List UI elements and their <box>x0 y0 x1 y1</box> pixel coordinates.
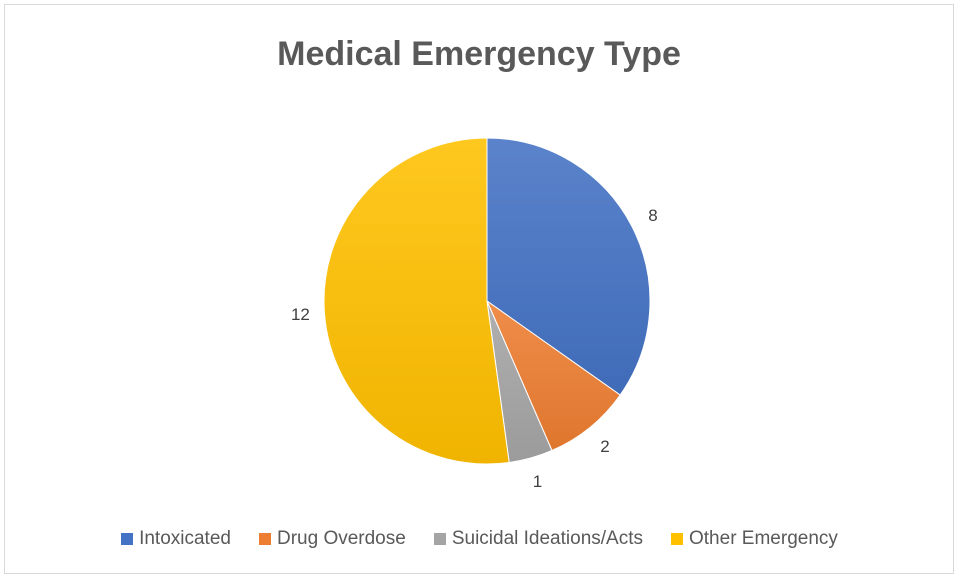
chart-title: Medical Emergency Type <box>277 35 681 73</box>
data-label-intoxicated: 8 <box>648 206 657 225</box>
legend-label-other-emergency: Other Emergency <box>689 528 838 549</box>
legend-item-suicidal-ideations: Suicidal Ideations/Acts <box>433 528 643 550</box>
pie-slice-other-emergency <box>323 137 510 465</box>
legend-swatch-intoxicated <box>121 533 134 545</box>
legend-label-suicidal-ideations: Suicidal Ideations/Acts <box>451 528 643 549</box>
legend: Intoxicated Drug Overdose Suicidal Ideat… <box>0 528 959 550</box>
data-label-suicidal-ideations-acts: 1 <box>533 472 542 491</box>
data-label-other-emergency: 12 <box>291 305 310 324</box>
legend-item-drug-overdose: Drug Overdose <box>258 528 406 550</box>
legend-swatch-suicidal-ideations <box>433 533 446 545</box>
legend-label-intoxicated: Intoxicated <box>139 528 231 549</box>
pie-slice-intoxicated <box>486 137 651 396</box>
pie-slice-drug-overdose <box>485 299 621 452</box>
legend-label-drug-overdose: Drug Overdose <box>276 528 406 549</box>
data-label-drug-overdose: 2 <box>600 437 609 456</box>
legend-swatch-drug-overdose <box>258 533 271 545</box>
legend-swatch-other-emergency <box>671 533 683 545</box>
legend-item-intoxicated: Intoxicated <box>121 528 231 550</box>
legend-item-other-emergency: Other Emergency <box>671 528 838 550</box>
